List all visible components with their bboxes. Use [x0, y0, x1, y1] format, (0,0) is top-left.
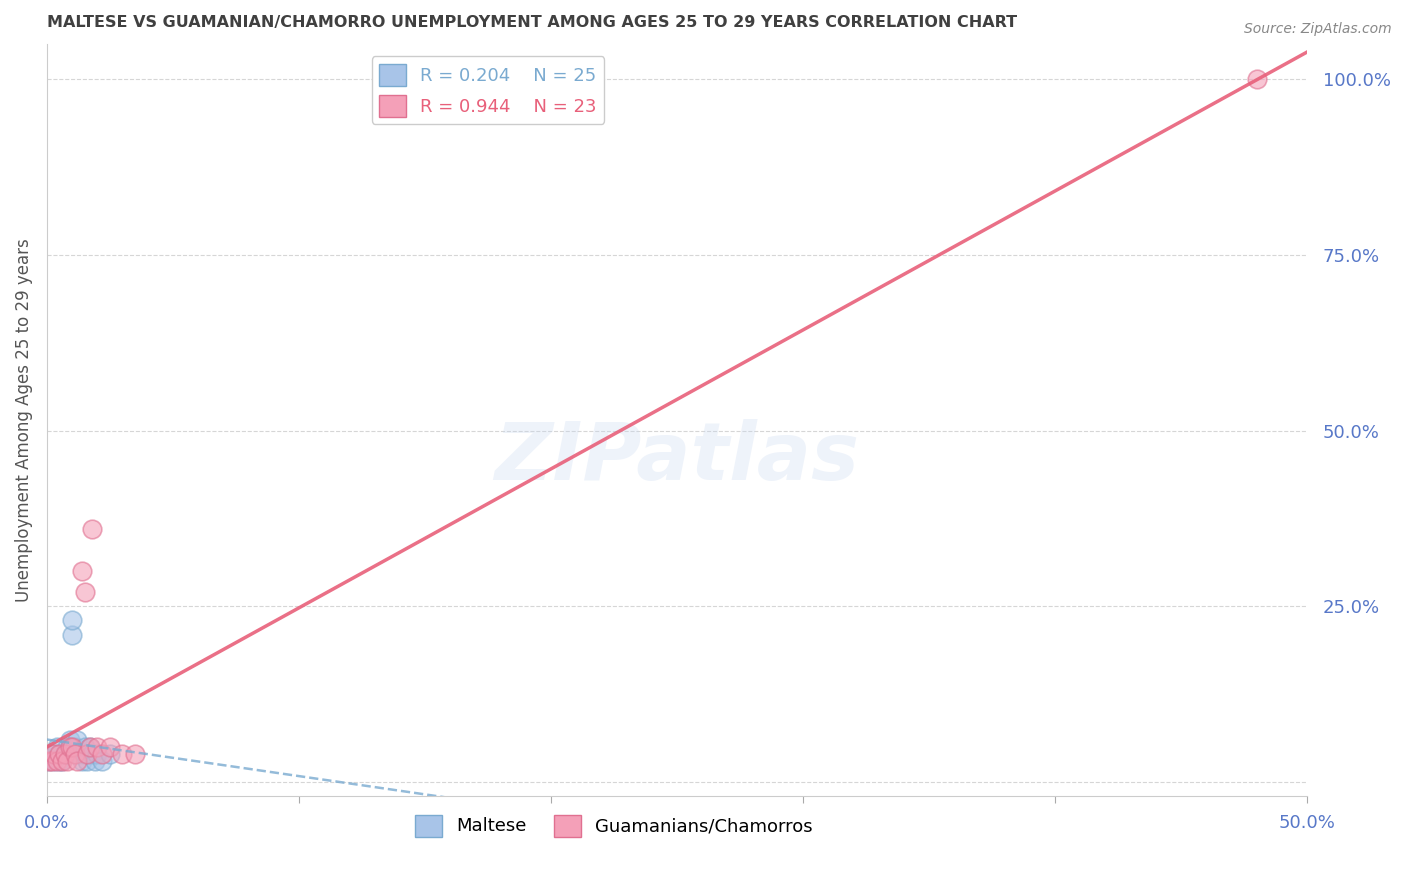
Point: [41, 747, 63, 761]
Point: [48, 747, 70, 761]
Point: [73, 585, 96, 599]
Point: [98, 747, 121, 761]
Point: [76, 754, 98, 768]
Point: [66, 733, 89, 747]
Point: [63, 740, 86, 755]
Point: [44, 754, 66, 768]
Point: [82, 747, 104, 761]
Point: [124, 747, 146, 761]
Point: [38, 754, 60, 768]
Point: [1246, 71, 1268, 86]
Point: [73, 740, 96, 755]
Point: [79, 740, 101, 755]
Text: ZIPatlas: ZIPatlas: [495, 418, 859, 497]
Point: [66, 754, 89, 768]
Y-axis label: Unemployment Among Ages 25 to 29 years: Unemployment Among Ages 25 to 29 years: [15, 238, 32, 602]
Point: [51, 754, 73, 768]
Point: [69, 747, 91, 761]
Point: [48, 747, 70, 761]
Point: [76, 747, 98, 761]
Point: [46, 754, 69, 768]
Point: [60, 614, 83, 628]
Point: [60, 627, 83, 641]
Point: [91, 754, 114, 768]
Point: [60, 740, 83, 755]
Point: [86, 747, 108, 761]
Point: [51, 754, 73, 768]
Point: [58, 740, 80, 755]
Point: [111, 747, 134, 761]
Point: [83, 754, 105, 768]
Legend: R = 0.204    N = 25, R = 0.944    N = 23: R = 0.204 N = 25, R = 0.944 N = 23: [371, 56, 605, 124]
Point: [48, 754, 70, 768]
Point: [56, 740, 79, 755]
Point: [98, 740, 121, 755]
Point: [38, 754, 60, 768]
Point: [82, 522, 104, 536]
Point: [63, 747, 86, 761]
Point: [86, 740, 108, 755]
Point: [44, 747, 66, 761]
Point: [91, 747, 114, 761]
Point: [73, 747, 96, 761]
Point: [56, 754, 79, 768]
Point: [70, 754, 93, 768]
Point: [70, 564, 93, 578]
Point: [79, 740, 101, 755]
Point: [58, 733, 80, 747]
Point: [41, 754, 63, 768]
Point: [53, 747, 76, 761]
Point: [46, 740, 69, 755]
Point: [53, 747, 76, 761]
Text: MALTESE VS GUAMANIAN/CHAMORRO UNEMPLOYMENT AMONG AGES 25 TO 29 YEARS CORRELATION: MALTESE VS GUAMANIAN/CHAMORRO UNEMPLOYME…: [46, 15, 1017, 30]
Text: Source: ZipAtlas.com: Source: ZipAtlas.com: [1244, 22, 1392, 37]
